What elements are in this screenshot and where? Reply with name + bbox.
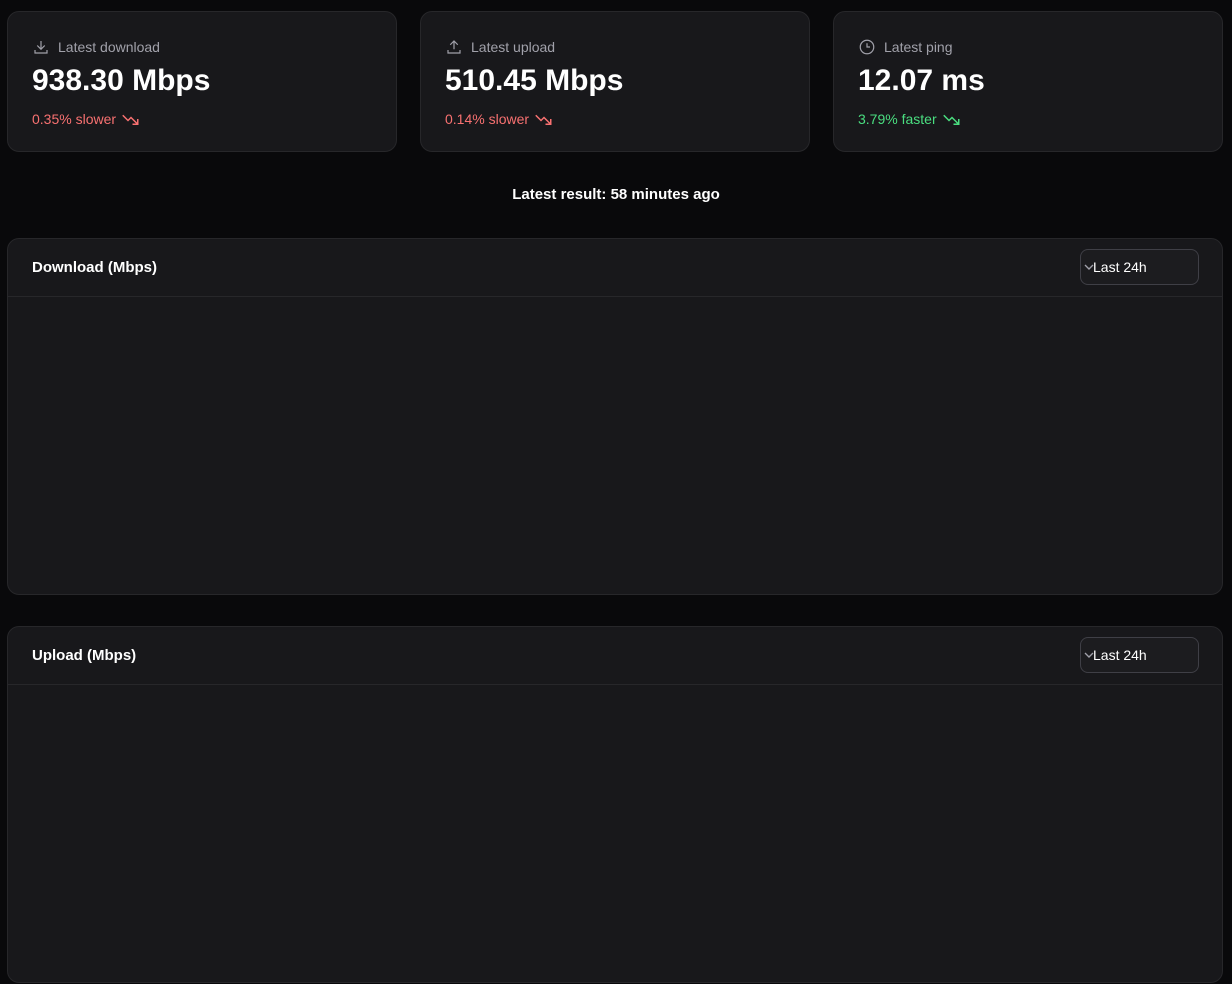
chart-header: Download (Mbps) Last 24h0100200300400500… xyxy=(8,239,1222,297)
stat-card-upload: Latest upload 510.45 Mbps 0.14% slower xyxy=(420,11,810,152)
range-select[interactable]: Last 24h200300400500600 xyxy=(1080,637,1199,673)
download-chart-card: Download (Mbps) Last 24h0100200300400500… xyxy=(7,238,1223,595)
upload-chart xyxy=(8,627,1224,984)
range-select-value: Last 24h xyxy=(1093,647,1147,663)
range-select[interactable]: Last 24h01002003004005006007008009001,00… xyxy=(1080,249,1199,285)
stat-value: 12.07 ms xyxy=(858,64,985,97)
stat-change: 0.35% slower xyxy=(32,111,117,127)
stat-card-download: Latest download 938.30 Mbps 0.35% slower xyxy=(7,11,397,152)
stat-card-ping: Latest ping 12.07 ms 3.79% faster xyxy=(833,11,1223,152)
stat-change: 0.14% slower xyxy=(445,111,530,127)
stat-label: Latest download xyxy=(58,39,160,55)
stat-value: 938.30 Mbps xyxy=(32,64,211,97)
chart-title: Download (Mbps) xyxy=(32,259,157,276)
upload-icon xyxy=(447,40,461,54)
chevron-down-icon: 200300400500600 xyxy=(1084,652,1094,658)
download-icon xyxy=(34,41,48,54)
stat-label: Latest upload xyxy=(471,39,556,55)
latest-result-text: Latest result: 58 minutes ago xyxy=(512,186,720,203)
stat-change: 3.79% faster xyxy=(858,111,937,127)
range-select-value: Last 24h xyxy=(1093,259,1147,275)
trending-down-icon xyxy=(942,114,960,125)
stat-value: 510.45 Mbps xyxy=(445,64,624,97)
chart-title: Upload (Mbps) xyxy=(32,647,137,664)
upload-chart-card: Upload (Mbps) Last 24h200300400500600 xyxy=(7,626,1223,983)
stat-label: Latest ping xyxy=(884,39,953,55)
trending-down-icon xyxy=(535,114,552,125)
download-chart xyxy=(8,239,1224,596)
trending-down-icon xyxy=(122,114,139,125)
chart-header: Upload (Mbps) Last 24h200300400500600 xyxy=(8,627,1222,685)
clock-icon xyxy=(859,39,875,55)
chevron-down-icon: 01002003004005006007008009001,000Mar 11 … xyxy=(1084,264,1094,270)
